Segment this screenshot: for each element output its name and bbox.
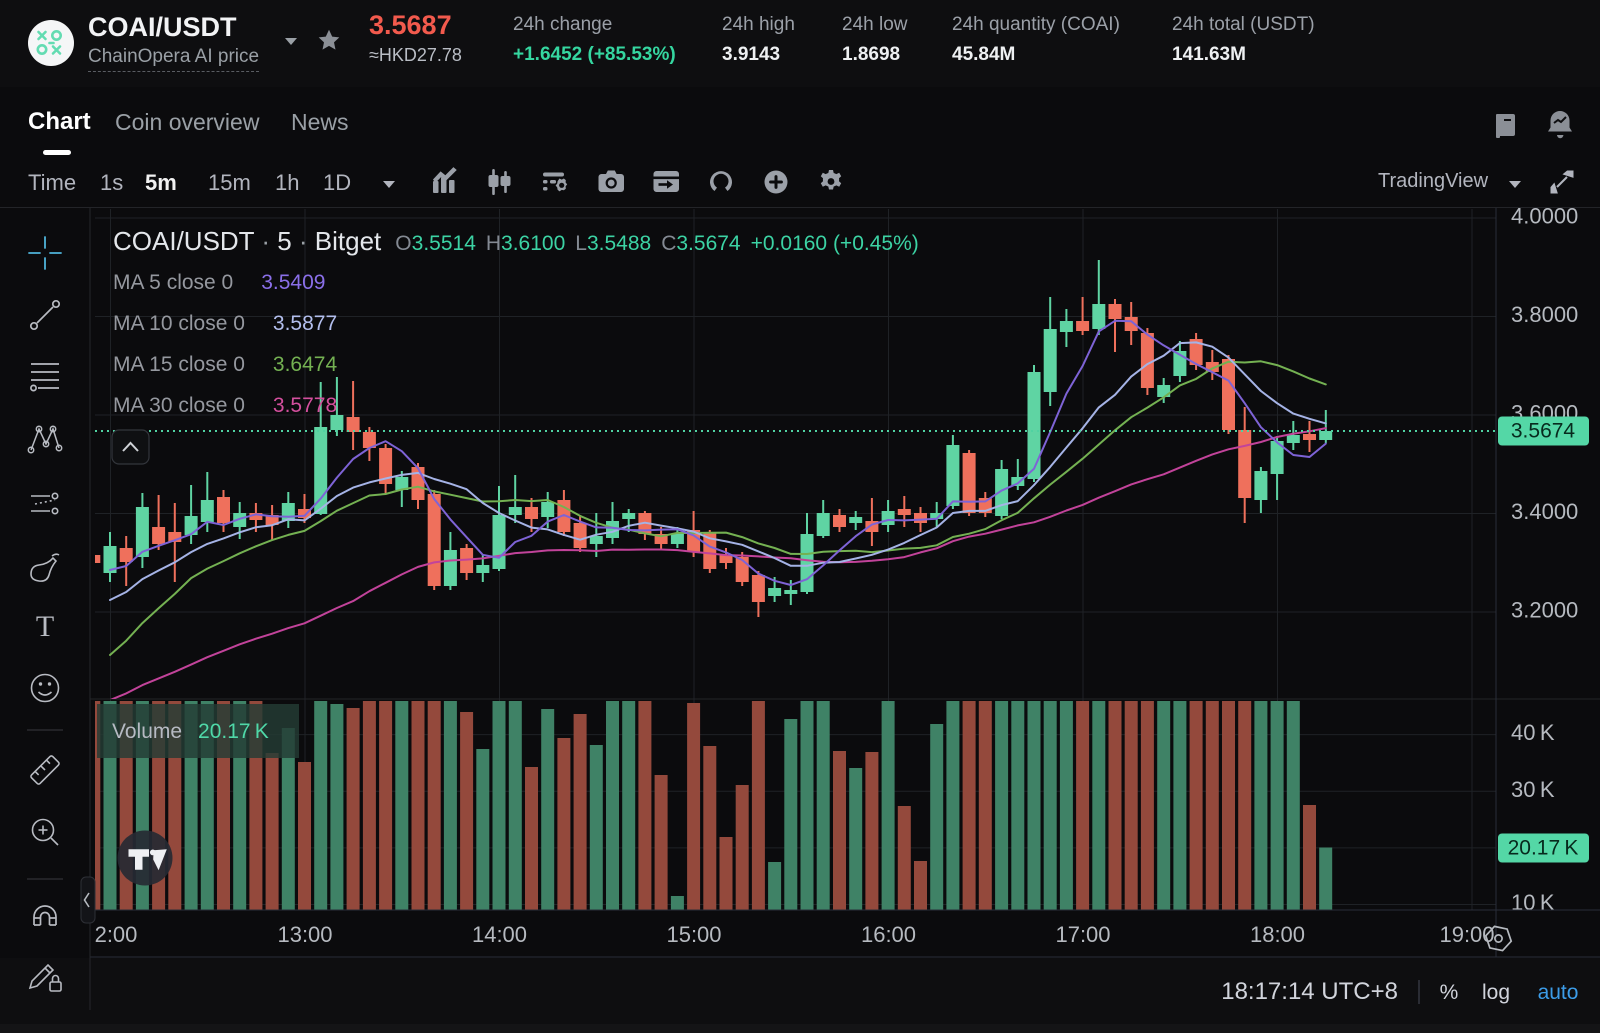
svg-text:T: T [36, 610, 54, 643]
svg-text:3.4000: 3.4000 [1511, 499, 1578, 524]
svg-text:20.17 K: 20.17 K [1508, 837, 1579, 860]
svg-text:18:17:14 UTC+8: 18:17:14 UTC+8 [1221, 978, 1398, 1005]
svg-text:auto: auto [1538, 981, 1579, 1004]
svg-text:18:00: 18:00 [1250, 922, 1305, 947]
svg-text:3.5674: 3.5674 [1511, 420, 1576, 443]
svg-text:MA 5 close 03.5409: MA 5 close 0 3.5409 [113, 271, 325, 294]
svg-text:log: log [1482, 981, 1510, 1004]
svg-text:16:00: 16:00 [861, 922, 916, 947]
svg-text:10 K: 10 K [1511, 890, 1555, 915]
svg-text:MA 30 close 03.5778: MA 30 close 0 3.5778 [113, 394, 337, 417]
svg-text:40 K: 40 K [1511, 720, 1555, 745]
svg-text:14:00: 14:00 [472, 922, 527, 947]
svg-text:17:00: 17:00 [1055, 922, 1110, 947]
svg-text:%: % [1440, 981, 1459, 1004]
svg-text:13:00: 13:00 [277, 922, 332, 947]
svg-text:19:00: 19:00 [1439, 922, 1494, 947]
svg-text:15:00: 15:00 [666, 922, 721, 947]
svg-text:30 K: 30 K [1511, 777, 1555, 802]
svg-text:4.0000: 4.0000 [1511, 207, 1578, 229]
svg-text:3.8000: 3.8000 [1511, 302, 1578, 327]
svg-text:2:00: 2:00 [95, 922, 138, 947]
svg-text:MA 10 close 03.5877: MA 10 close 0 3.5877 [113, 312, 337, 335]
svg-text:3.2000: 3.2000 [1511, 598, 1578, 623]
svg-text:MA 15 close 03.6474: MA 15 close 0 3.6474 [113, 353, 337, 376]
